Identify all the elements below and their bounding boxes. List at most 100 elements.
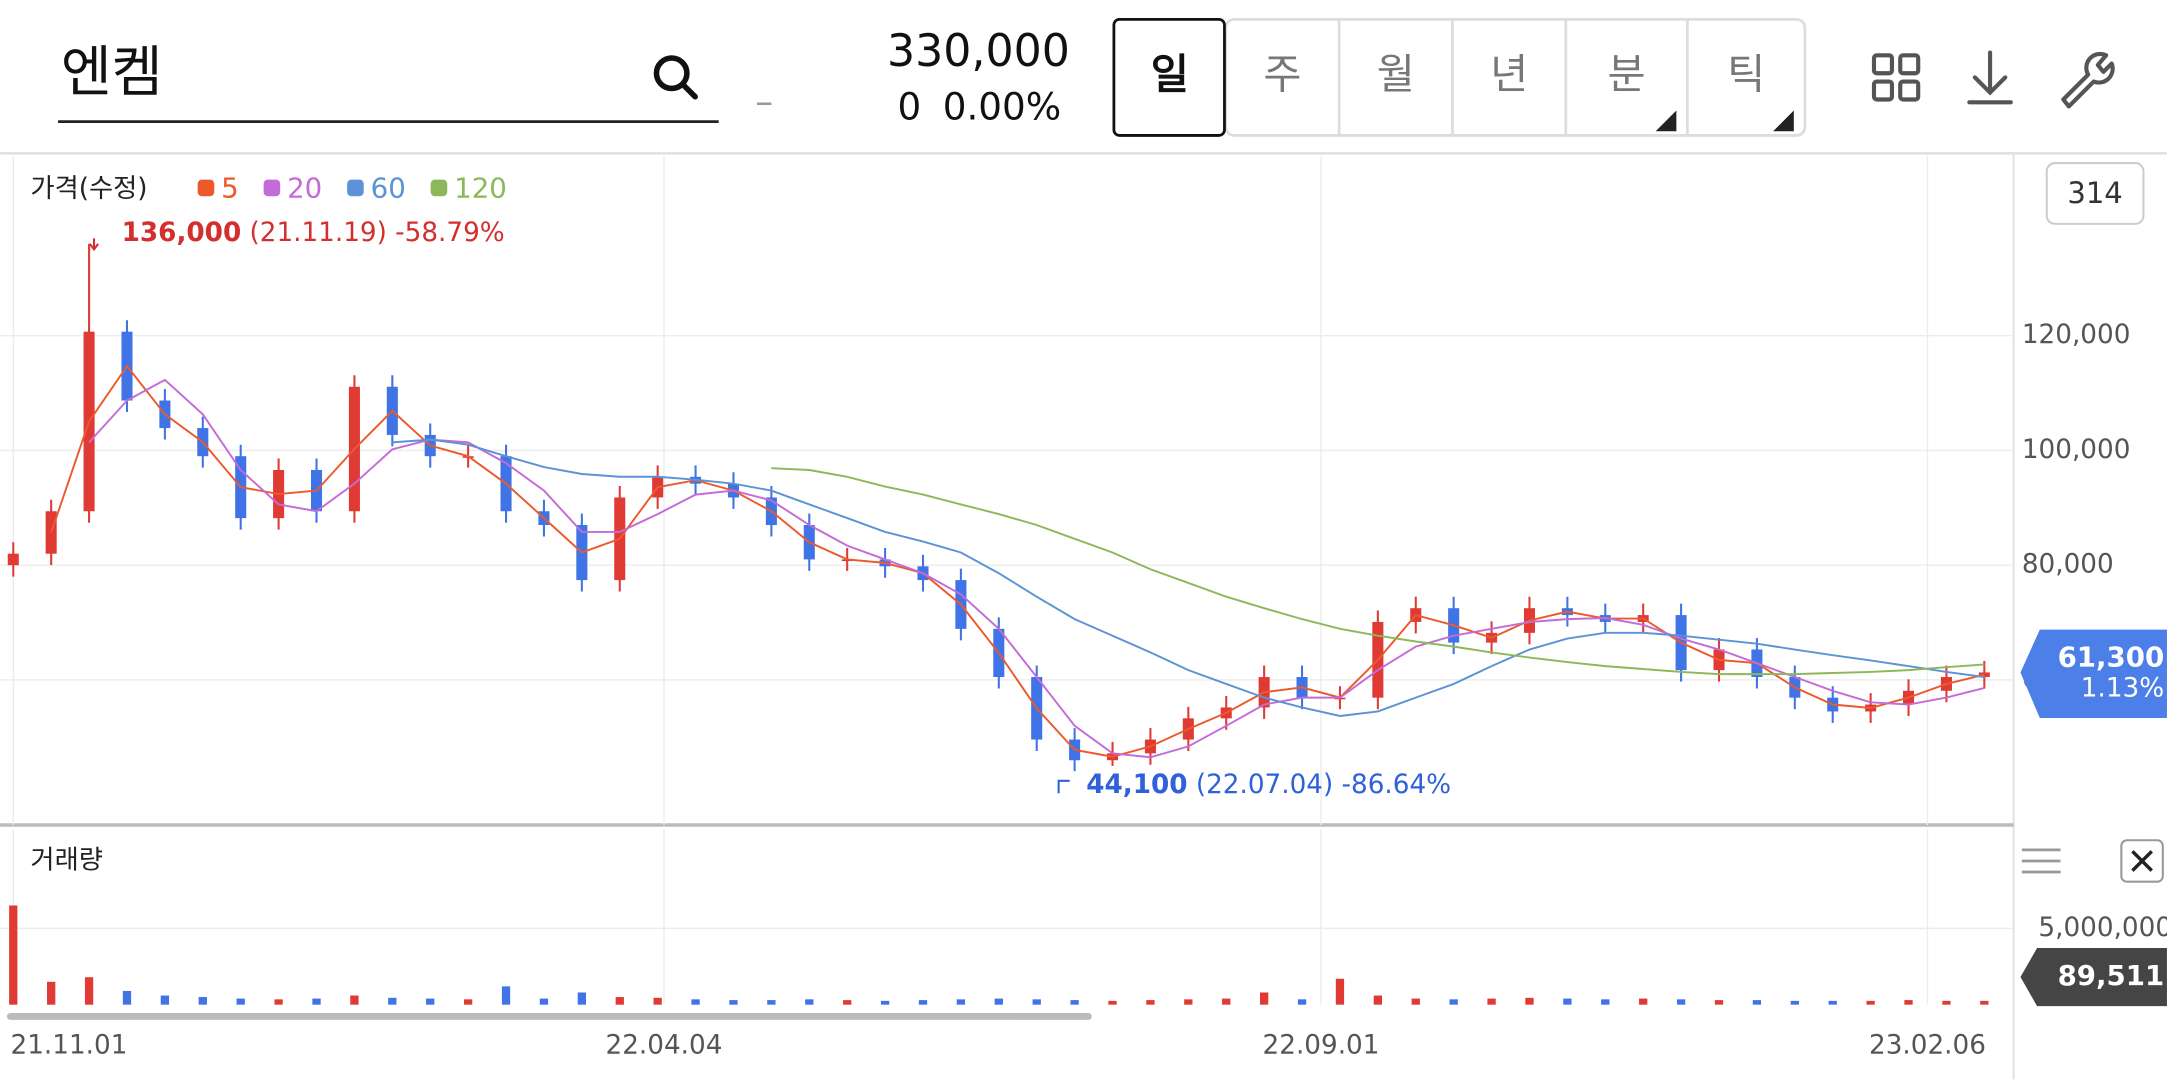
scrollbar[interactable] — [6, 1012, 1092, 1020]
tab-submenu-mark — [1773, 110, 1794, 132]
legend-label[interactable]: 60 — [371, 171, 406, 204]
volume-bar — [539, 998, 549, 1005]
volume-bar — [1297, 999, 1307, 1005]
volume-bar — [1525, 997, 1534, 1005]
search-text[interactable]: 엔켐 — [61, 41, 163, 105]
ma-line — [50, 364, 1985, 758]
volume-bar — [1752, 1000, 1762, 1005]
legend-marker — [263, 179, 281, 197]
current-price: 330,000 — [887, 26, 1070, 77]
annotation-part: (22.07.04) — [1196, 769, 1333, 799]
volume-bar — [1942, 1000, 1951, 1005]
volume-bar — [350, 995, 359, 1005]
volume-bar — [1411, 998, 1420, 1005]
volume-bar — [426, 998, 435, 1005]
volume-bar — [1108, 1000, 1117, 1005]
volume-bar — [274, 999, 283, 1005]
volume-bar — [956, 999, 966, 1005]
legend-label[interactable]: 20 — [287, 171, 322, 204]
x-tick-label: 22.09.01 — [1263, 1031, 1380, 1061]
volume-bar — [501, 986, 511, 1005]
last-change: 1.13% — [2081, 674, 2164, 704]
legend-label[interactable]: 120 — [454, 171, 507, 204]
annotation-arrow — [89, 238, 99, 252]
volume-bar — [1790, 1000, 1799, 1005]
volume-bar — [577, 992, 586, 1005]
menu-icon[interactable] — [2021, 848, 2061, 874]
tab-label[interactable]: 월 — [1377, 50, 1415, 98]
y-tick-label: 80,000 — [2022, 550, 2114, 580]
volume-bar — [463, 999, 473, 1005]
legend-label[interactable]: 5 — [221, 171, 239, 204]
volume-bar — [1980, 1000, 1989, 1005]
x-tick-label: 23.02.06 — [1869, 1031, 1986, 1061]
candle-count[interactable]: 314 — [2067, 176, 2122, 210]
volume-bar — [1259, 992, 1269, 1005]
legend-marker — [347, 179, 364, 197]
volume-bar — [84, 977, 94, 1005]
change-rate: 0.00% — [943, 85, 1061, 129]
volume-bar — [1487, 998, 1496, 1005]
y-tick-label: 100,000 — [2022, 435, 2131, 465]
layout-icon[interactable] — [1871, 53, 1921, 102]
volume-bar — [1373, 995, 1383, 1005]
ma-line — [771, 467, 1985, 676]
volume-bar — [1904, 1000, 1913, 1005]
annotation: 44,100 (22.07.04) -86.64% — [1086, 769, 1451, 799]
volume-bar — [615, 997, 624, 1005]
legend-marker — [430, 179, 448, 197]
tab-label[interactable]: 틱 — [1727, 50, 1765, 98]
x-tick-label: 22.04.04 — [606, 1031, 723, 1061]
annotation-part: (21.11.19) — [250, 217, 387, 247]
legend-marker — [197, 179, 215, 197]
volume-bar — [918, 1000, 928, 1005]
candle-body — [45, 511, 57, 554]
download-icon[interactable] — [1967, 50, 2013, 105]
annotation-part: 136,000 — [122, 217, 242, 247]
last-price-badge — [2020, 629, 2167, 719]
last-price: 61,300 — [2058, 641, 2165, 674]
tab-selected[interactable] — [1112, 17, 1226, 137]
annotation-part: -58.79% — [395, 217, 505, 247]
tab-label[interactable]: 주 — [1263, 50, 1301, 98]
volume-bar — [1335, 978, 1345, 1005]
dash: – — [755, 82, 773, 123]
ma-line — [392, 438, 1985, 717]
volume-bar — [880, 1000, 890, 1005]
volume-bar — [1601, 999, 1610, 1005]
candle-body — [7, 553, 19, 566]
count-box[interactable] — [2045, 162, 2145, 225]
volume-bar — [236, 998, 245, 1005]
y-tick-label: 5,000,000 — [2038, 913, 2167, 943]
volume-bar — [1866, 1000, 1875, 1005]
volume-bar — [653, 997, 662, 1005]
x-tick-label: 21.11.01 — [11, 1031, 128, 1061]
volume-bar — [160, 995, 170, 1005]
marks — [7, 243, 1990, 1005]
tab-label[interactable]: 일 — [1151, 50, 1189, 98]
volume-bar — [805, 999, 814, 1005]
search-icon[interactable] — [653, 55, 698, 100]
volume-bar — [1714, 1000, 1724, 1005]
annotation: 136,000 (21.11.19) -58.79% — [122, 217, 505, 247]
volume-bar — [994, 998, 1003, 1005]
panel-title: 가격(수정) — [30, 174, 147, 204]
volume-bar — [1639, 998, 1648, 1005]
volume-bar — [122, 990, 132, 1005]
close-icon[interactable] — [2120, 839, 2164, 883]
settings-icon[interactable] — [2061, 51, 2115, 109]
volume-bar — [1449, 999, 1458, 1005]
volume-bar — [1070, 1000, 1079, 1005]
volume-bar — [1032, 999, 1041, 1005]
volume-bar — [198, 997, 207, 1005]
tab-label[interactable]: 년 — [1490, 50, 1528, 98]
overlay: 가격(수정) 5 20 60 120 136,000 (21.11.19) -58.79% 44… — [30, 171, 2167, 1007]
volume-bar — [1676, 999, 1686, 1005]
volume-bar — [1222, 998, 1231, 1005]
tab-label[interactable]: 분 — [1608, 50, 1646, 98]
last-volume: 89,511 — [2058, 959, 2165, 992]
volume-bar — [1146, 1000, 1155, 1005]
volume-bar — [1563, 998, 1572, 1005]
